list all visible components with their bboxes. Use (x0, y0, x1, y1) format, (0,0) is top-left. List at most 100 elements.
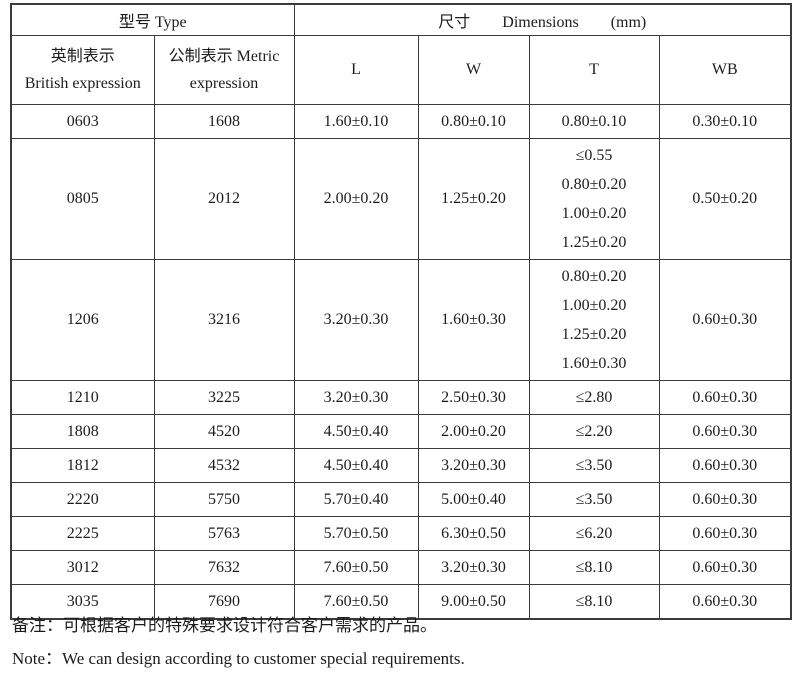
table-row: 0603 1608 1.60±0.10 0.80±0.10 0.80±0.10 0.30±… (10, 104, 792, 139)
cell-width: 1.25±0.20 (417, 138, 530, 260)
t-value: 1.00±0.20 (561, 205, 627, 222)
cell-british-code: 2220 (10, 482, 155, 517)
cell-thickness: ≤2.20 (528, 414, 660, 449)
cell-wb: 0.60±0.30 (658, 516, 792, 551)
t-value: ≤8.10 (575, 559, 613, 576)
cell-thickness: ≤3.50 (528, 482, 660, 517)
metric-expression-label-cn: 公制表示 Metric (168, 48, 280, 65)
cell-british-code: 1210 (10, 380, 155, 415)
t-value: ≤3.50 (575, 457, 613, 474)
cell-wb: 0.50±0.20 (658, 138, 792, 260)
cell-thickness: ≤6.20 (528, 516, 660, 551)
cell-wb: 0.60±0.30 (658, 448, 792, 483)
table-row: 2220 5750 5.70±0.40 5.00±0.40 ≤3.50 0.60±0.30 (10, 482, 792, 517)
cell-length: 4.50±0.40 (293, 414, 419, 449)
header-row-top: 型号 Type 尺寸 Dimensions (mm) (10, 3, 792, 36)
t-value: ≤2.20 (575, 423, 613, 440)
cell-wb: 0.60±0.30 (658, 482, 792, 517)
t-value: 0.80±0.20 (561, 176, 627, 193)
cell-wb: 0.60±0.30 (658, 414, 792, 449)
table-row: 0805 2012 2.00±0.20 1.25±0.20 ≤0.55 0.80±0.20… (10, 138, 792, 260)
t-value: ≤2.80 (575, 389, 613, 406)
cell-length: 4.50±0.40 (293, 448, 419, 483)
cell-thickness: 0.80±0.20 1.00±0.20 1.25±0.20 1.60±0.30 (528, 259, 660, 381)
table-row: 1206 3216 3.20±0.30 1.60±0.30 0.80±0.20 1.00±… (10, 259, 792, 381)
cell-british-code: 0603 (10, 104, 155, 139)
cell-metric-code: 4532 (153, 448, 295, 483)
cell-width: 9.00±0.50 (417, 584, 530, 620)
dimensions-group-header: 尺寸 Dimensions (mm) (293, 3, 792, 36)
cell-british-code: 3035 (10, 584, 155, 620)
cell-thickness: ≤8.10 (528, 550, 660, 585)
cell-british-code: 0805 (10, 138, 155, 260)
cell-metric-code: 7632 (153, 550, 295, 585)
table-row: 1808 4520 4.50±0.40 2.00±0.20 ≤2.20 0.60±0.30 (10, 414, 792, 449)
t-value: 1.25±0.20 (561, 234, 627, 251)
cell-length: 5.70±0.50 (293, 516, 419, 551)
cell-british-code: 1808 (10, 414, 155, 449)
cell-width: 3.20±0.30 (417, 448, 530, 483)
cell-british-code: 2225 (10, 516, 155, 551)
table-row: 3035 7690 7.60±0.50 9.00±0.50 ≤8.10 0.60±0.30 (10, 584, 792, 620)
cell-width: 3.20±0.30 (417, 550, 530, 585)
t-value: 1.60±0.30 (561, 355, 627, 372)
column-header-metric-expression: 公制表示 Metric expression (153, 35, 295, 105)
cell-british-code: 1812 (10, 448, 155, 483)
cell-metric-code: 3216 (153, 259, 295, 381)
cell-british-code: 1206 (10, 259, 155, 381)
t-value: 0.80±0.10 (561, 113, 627, 130)
column-header-w: W (417, 35, 530, 105)
cell-wb: 0.30±0.10 (658, 104, 792, 139)
footnotes: 备注：可根据客户的特殊要求设计符合客户需求的产品。 Note：We can de… (12, 615, 788, 679)
cell-metric-code: 3225 (153, 380, 295, 415)
column-header-l: L (293, 35, 419, 105)
cell-wb: 0.60±0.30 (658, 380, 792, 415)
cell-thickness: ≤0.55 0.80±0.20 1.00±0.20 1.25±0.20 (528, 138, 660, 260)
column-header-british-expression: 英制表示 British expression (10, 35, 155, 105)
cell-metric-code: 5750 (153, 482, 295, 517)
cell-length: 7.60±0.50 (293, 584, 419, 620)
t-value: ≤3.50 (575, 491, 613, 508)
type-group-header: 型号 Type (10, 3, 295, 36)
cell-length: 1.60±0.10 (293, 104, 419, 139)
cell-width: 6.30±0.50 (417, 516, 530, 551)
cell-length: 2.00±0.20 (293, 138, 419, 260)
cell-metric-code: 7690 (153, 584, 295, 620)
cell-length: 5.70±0.40 (293, 482, 419, 517)
dimensions-table: 型号 Type 尺寸 Dimensions (mm) 英制表示 British … (10, 3, 793, 620)
cell-wb: 0.60±0.30 (658, 259, 792, 381)
cell-width: 2.00±0.20 (417, 414, 530, 449)
cell-metric-code: 2012 (153, 138, 295, 260)
cell-wb: 0.60±0.30 (658, 584, 792, 620)
t-value: 1.25±0.20 (561, 326, 627, 343)
british-expression-label-cn: 英制表示 (50, 48, 115, 65)
note-english: Note：We can design according to customer… (12, 649, 465, 668)
cell-wb: 0.60±0.30 (658, 550, 792, 585)
cell-length: 3.20±0.30 (293, 259, 419, 381)
cell-metric-code: 5763 (153, 516, 295, 551)
note-chinese: 备注：可根据客户的特殊要求设计符合客户需求的产品。 (12, 616, 437, 635)
cell-width: 1.60±0.30 (417, 259, 530, 381)
column-header-wb: WB (658, 35, 792, 105)
cell-metric-code: 1608 (153, 104, 295, 139)
header-row-columns: 英制表示 British expression 公制表示 Metric expr… (10, 35, 792, 105)
cell-width: 0.80±0.10 (417, 104, 530, 139)
cell-thickness: ≤3.50 (528, 448, 660, 483)
t-value: ≤0.55 (575, 147, 613, 164)
table-row: 1210 3225 3.20±0.30 2.50±0.30 ≤2.80 0.60±0.30 (10, 380, 792, 415)
cell-length: 3.20±0.30 (293, 380, 419, 415)
t-value: ≤6.20 (575, 525, 613, 542)
column-header-t: T (528, 35, 660, 105)
british-expression-label-en: British expression (24, 75, 141, 92)
metric-expression-label-en: expression (189, 75, 259, 92)
table-row: 3012 7632 7.60±0.50 3.20±0.30 ≤8.10 0.60±0.30 (10, 550, 792, 585)
t-value: 0.80±0.20 (561, 268, 627, 285)
table-row: 2225 5763 5.70±0.50 6.30±0.50 ≤6.20 0.60±0.30 (10, 516, 792, 551)
cell-thickness: 0.80±0.10 (528, 104, 660, 139)
cell-metric-code: 4520 (153, 414, 295, 449)
cell-width: 2.50±0.30 (417, 380, 530, 415)
t-value: 1.00±0.20 (561, 297, 627, 314)
cell-thickness: ≤8.10 (528, 584, 660, 620)
cell-length: 7.60±0.50 (293, 550, 419, 585)
